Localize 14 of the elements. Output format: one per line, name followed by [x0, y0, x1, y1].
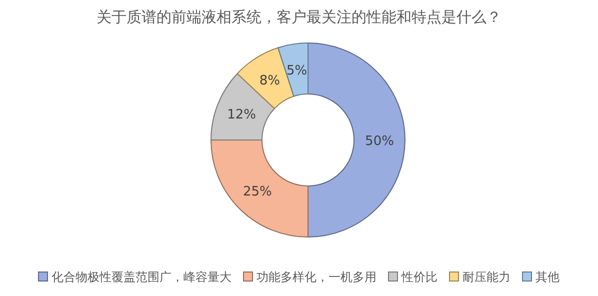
data-label: 8% [259, 74, 280, 89]
legend-label: 性价比 [400, 270, 438, 284]
legend-label: 其他 [536, 270, 560, 284]
legend-label: 功能多样化，一机多用 [256, 270, 376, 284]
legend-label: 化合物极性覆盖范围广，峰容量大 [52, 270, 232, 284]
data-label: 50% [365, 134, 394, 149]
donut-slice [308, 42, 406, 238]
donut-slice [278, 42, 308, 97]
data-label: 25% [242, 184, 272, 200]
data-label: 5% [286, 63, 308, 78]
data-label: 12% [227, 108, 256, 123]
chart-title: 关于质谱的前端液相系统，客户最关注的性能和特点是什么？ [96, 8, 502, 26]
legend-label: 耐压能力 [462, 270, 510, 284]
donut-slice [210, 140, 308, 238]
